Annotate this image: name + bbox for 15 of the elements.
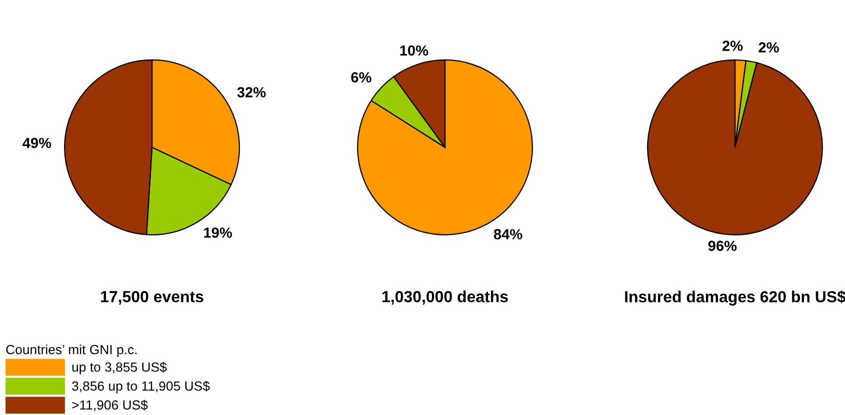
legend-title: Countries’ mit GNI p.c. xyxy=(6,344,137,357)
data-label: 10% xyxy=(400,45,428,56)
data-label: 2% xyxy=(722,40,743,51)
data-label: 2% xyxy=(758,42,779,53)
text: 1,030,000 deaths xyxy=(382,290,508,305)
data-label: 96% xyxy=(708,240,737,252)
data-label: 49% xyxy=(22,138,52,148)
legend-label: 3,856 up to 11,905 US$ xyxy=(72,380,210,394)
data-label: 6% xyxy=(351,72,372,82)
legend-label: up to 3,855 US$ xyxy=(72,362,167,374)
data-label: 32% xyxy=(237,87,266,98)
text: 17,500 events xyxy=(101,290,204,305)
legend-label: >11,906 US$ xyxy=(72,400,148,412)
data-label: 19% xyxy=(204,227,232,238)
data-label: 84% xyxy=(494,229,522,240)
